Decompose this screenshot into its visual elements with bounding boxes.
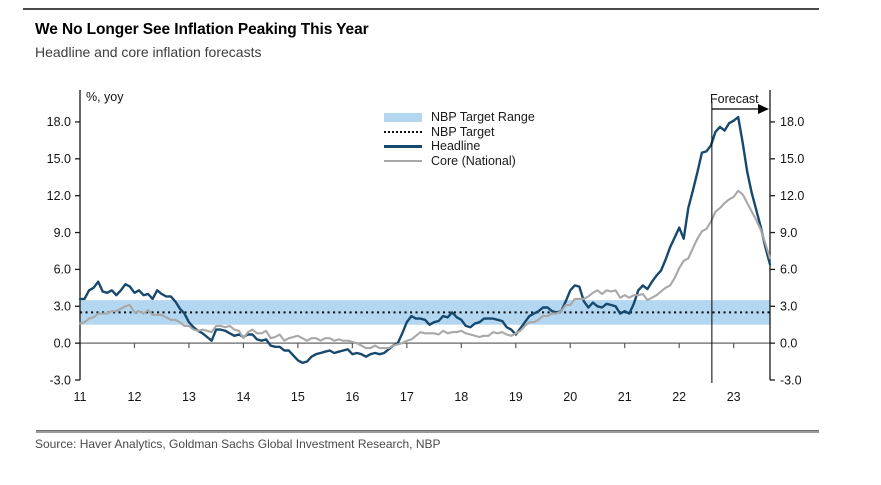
left-y-tick-label: 3.0	[54, 300, 71, 314]
left-y-tick-label: 15.0	[47, 152, 71, 166]
chart-subtitle: Headline and core inflation forecasts	[35, 44, 262, 60]
right-y-tick-label: -3.0	[780, 373, 802, 387]
legend-item-nbp-target-range: NBP Target Range	[384, 110, 535, 125]
x-axis-tick-label: 12	[128, 390, 142, 404]
legend-swatch-headline-line	[384, 145, 422, 148]
source-note: Source: Haver Analytics, Goldman Sachs G…	[35, 437, 441, 451]
legend-item-core: Core (National)	[384, 154, 535, 169]
right-y-tick-label: 3.0	[780, 300, 797, 314]
top-rule	[23, 8, 819, 10]
legend-label-nbp-target-range: NBP Target Range	[431, 110, 535, 125]
legend-item-nbp-target: NBP Target	[384, 125, 535, 140]
x-axis-tick-label: 18	[454, 390, 468, 404]
right-y-tick-label: 0.0	[780, 336, 797, 350]
chart-legend: NBP Target Range NBP Target Headline Cor…	[384, 110, 535, 168]
x-axis-tick-label: 20	[563, 390, 577, 404]
bottom-rule	[36, 430, 819, 433]
right-y-tick-label: 15.0	[780, 152, 804, 166]
legend-swatch-dotted-line	[384, 130, 422, 133]
legend-item-headline: Headline	[384, 139, 535, 154]
right-y-tick-label: 9.0	[780, 226, 797, 240]
legend-swatch-band	[384, 112, 422, 122]
x-axis-tick-label: 11	[74, 390, 87, 404]
x-axis-tick-label: 13	[182, 390, 196, 404]
right-y-tick-label: 12.0	[780, 189, 804, 203]
chart-title: We No Longer See Inflation Peaking This …	[35, 21, 369, 38]
left-y-tick-label: 18.0	[47, 115, 71, 129]
y-axis-unit-label: %, yoy	[86, 90, 124, 104]
x-axis-tick-label: 16	[345, 390, 359, 404]
x-axis-tick-label: 17	[400, 390, 414, 404]
x-axis-tick-label: 15	[291, 390, 305, 404]
left-y-tick-label: 12.0	[47, 189, 71, 203]
left-y-tick-label: -3.0	[49, 373, 71, 387]
left-y-tick-label: 9.0	[54, 226, 71, 240]
x-axis-tick-label: 19	[509, 390, 523, 404]
core-series-path	[78, 189, 772, 350]
legend-swatch-core-line	[384, 159, 422, 163]
left-y-tick-label: 0.0	[54, 336, 71, 350]
right-y-tick-label: 6.0	[780, 263, 797, 277]
forecast-arrow-head	[758, 104, 769, 114]
left-y-tick-label: 6.0	[54, 263, 71, 277]
legend-label-headline: Headline	[431, 139, 481, 154]
legend-label-core: Core (National)	[431, 154, 516, 169]
x-axis-tick-label: 23	[727, 390, 741, 404]
headline-series-path	[78, 115, 772, 364]
legend-label-nbp-target: NBP Target	[431, 124, 495, 139]
x-axis-tick-label: 21	[618, 390, 632, 404]
x-axis-tick-label: 22	[672, 390, 686, 404]
x-axis-tick-label: 14	[236, 390, 250, 404]
forecast-label: Forecast	[710, 92, 759, 106]
right-y-tick-label: 18.0	[780, 115, 804, 129]
